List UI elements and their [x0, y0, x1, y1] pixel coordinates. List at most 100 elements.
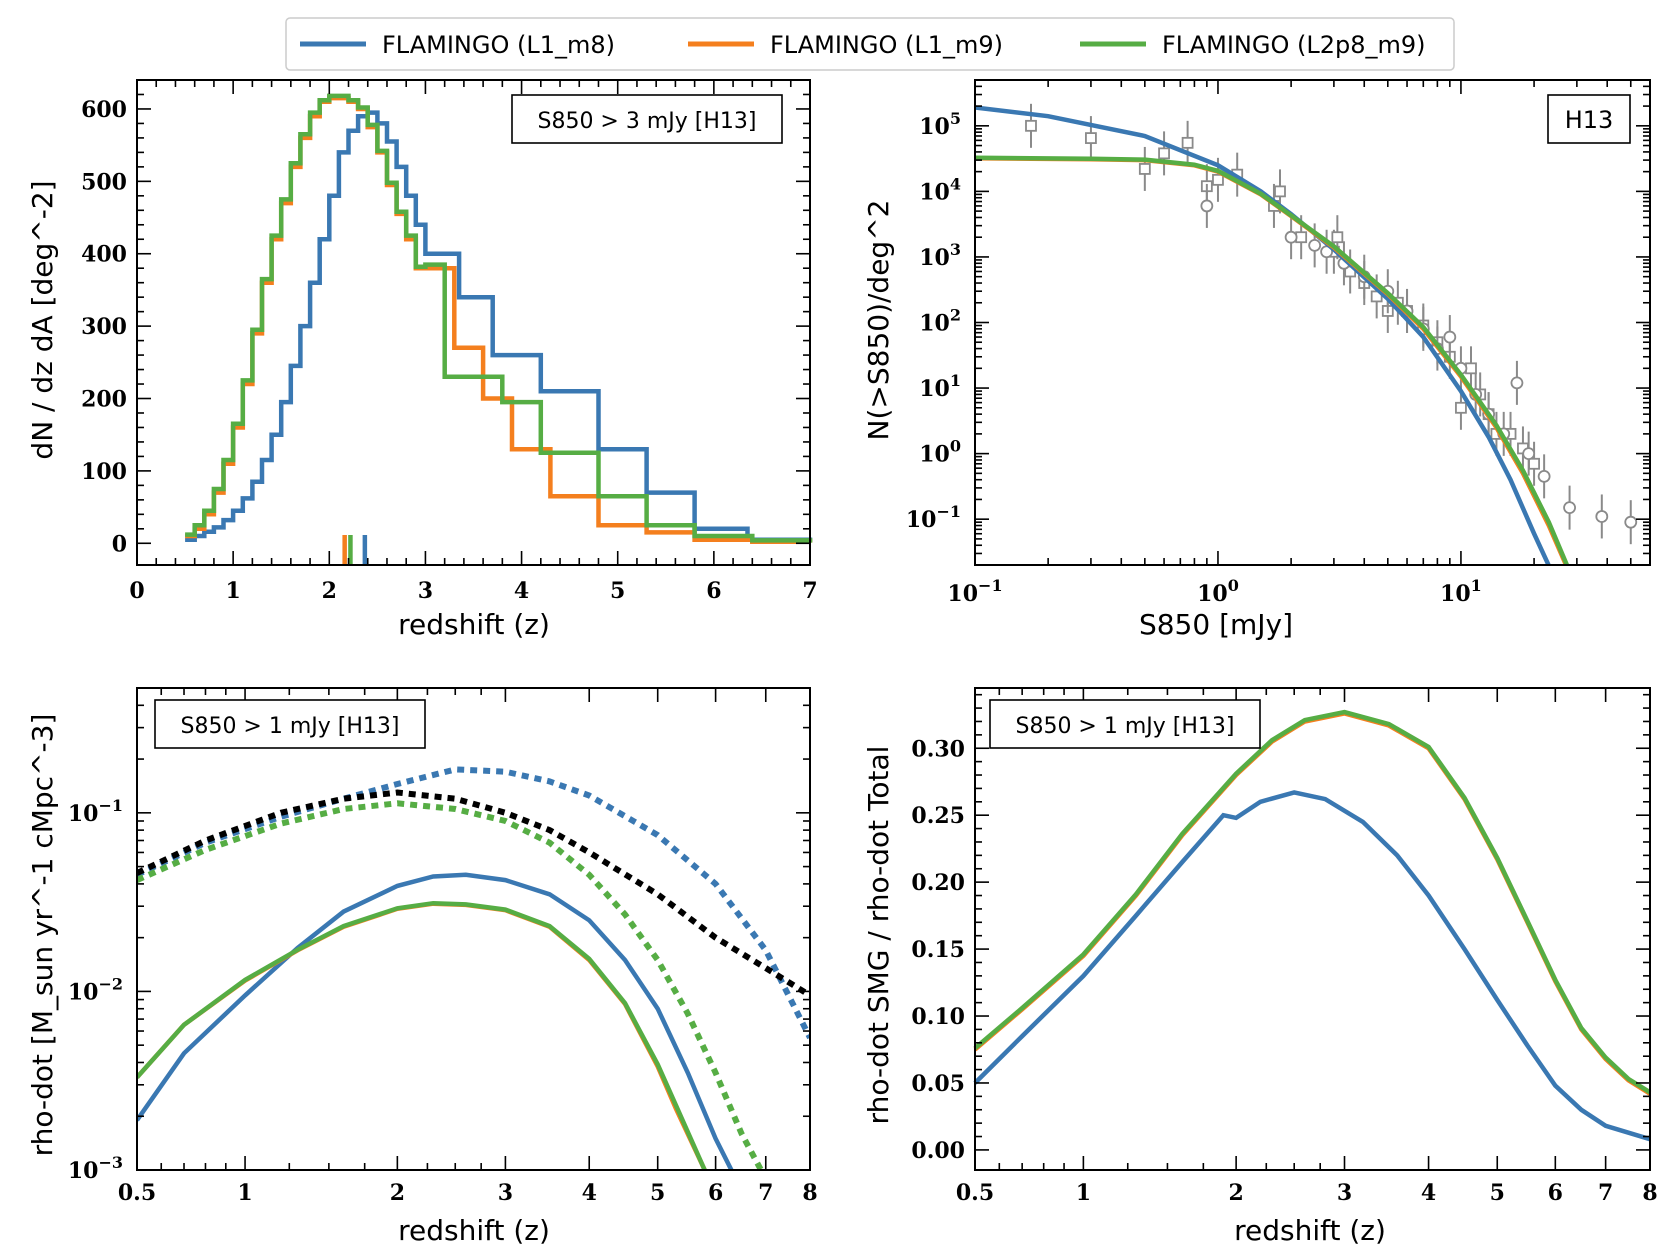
panel-b-axes: 10−1 100 101 10−1 100 101 102 103 104 105 [906, 79, 1651, 607]
panel-b-obs-square [1158, 147, 1170, 160]
panel-d-xlabel: redshift (z) [1234, 1214, 1386, 1247]
panel-a-plot-area [185, 93, 813, 565]
panel-a-ytick-label: 0 [112, 531, 127, 557]
panel-b-obs-square [1085, 132, 1097, 144]
panel-a-ylabel: dN / dz dA [deg^-2] [26, 180, 59, 459]
legend-label-l2p8m9: FLAMINGO (L2p8_m9) [1162, 31, 1426, 59]
panel-d-xtick-label: 2 [1228, 1180, 1243, 1206]
panel-a-xlabel: redshift (z) [398, 608, 550, 641]
panel-b-ytick-label: 105 [919, 109, 961, 140]
panel-a-annotation-text: S850 > 3 mJy [H13] [537, 109, 756, 134]
panel-b-obs-circle [1563, 501, 1576, 515]
panel-d-ytick-label: 0.20 [911, 870, 965, 896]
panel-b-obs-square [1528, 457, 1540, 470]
panel-d-ytick-label: 0.05 [911, 1071, 965, 1097]
panel-b: 10−1 100 101 10−1 100 101 102 103 104 105 H13 S85… [862, 79, 1651, 641]
panel-c-ytick-label: 10−3 [68, 1153, 123, 1184]
panel-b-obs-square [1465, 362, 1477, 375]
panel-d-ytick-label: 0.00 [911, 1138, 965, 1164]
panel-c-frame [136, 687, 811, 1171]
panel-a-series-0 [185, 110, 813, 542]
panel-a-ytick-label: 300 [81, 314, 127, 340]
panel-a-axes: 0 1 2 3 4 5 6 7 0 100 200 300 400 500 600 [81, 79, 818, 604]
panel-d-ytick-label: 0.30 [911, 736, 965, 762]
panel-b-obs-circle [1308, 238, 1322, 252]
panel-c-axes: 0.5 1 2 3 4 5 6 7 8 10−3 10−2 10−1 [68, 687, 818, 1206]
panel-c-series-2 [137, 900, 707, 1170]
panel-c-series-5 [137, 789, 810, 998]
panel-a-annotation: S850 > 3 mJy [H13] [511, 94, 783, 144]
panel-b-clipped [975, 103, 1638, 565]
panel-b-obs-square [1274, 185, 1286, 198]
legend-label-l1m8: FLAMINGO (L1_m8) [382, 31, 615, 59]
panel-b-obs-square [1295, 231, 1308, 244]
panel-b-annotation-text: H13 [1565, 106, 1614, 134]
panel-b-annotation: H13 [1547, 94, 1631, 144]
panel-b-xtick-label: 101 [1440, 576, 1482, 607]
panel-c-xtick-label: 4 [582, 1180, 597, 1206]
panel-b-obs-square [1181, 136, 1194, 149]
panel-b-xlabel: S850 [mJy] [1139, 608, 1293, 641]
panel-b-ytick-label: 102 [919, 306, 961, 337]
panel-d-ytick-label: 0.15 [911, 937, 965, 963]
panel-d-series-1 [973, 711, 1652, 1096]
panel-b-ytick-label: 100 [919, 437, 961, 468]
panel-c-xtick-label: 2 [390, 1180, 405, 1206]
panel-d-xtick-label: 6 [1548, 1180, 1563, 1206]
panel-b-obs-circle [1200, 199, 1214, 213]
panel-b-obs-circle [1595, 510, 1609, 523]
panel-d-ytick-label: 0.25 [911, 803, 965, 829]
panel-b-obs-circle [1443, 330, 1457, 344]
panel-b-ylabel: N(>S850)/deg^2 [862, 200, 895, 441]
panel-b-obs-circle [1522, 447, 1536, 461]
panel-a-xtick-label: 3 [418, 578, 433, 604]
panel-c-plot-area [137, 766, 810, 1170]
panel-b-obs-square [1025, 119, 1037, 132]
panel-b-series-2 [975, 155, 1570, 565]
panel-b-xtick-label: 100 [1197, 576, 1239, 607]
panel-b-ytick-label: 104 [919, 174, 961, 205]
legend-label-l1m9: FLAMINGO (L1_m9) [770, 31, 1003, 59]
panel-b-ytick-label: 101 [919, 371, 961, 402]
panel-b-obs-square [1331, 231, 1344, 244]
panel-a-xtick-label: 7 [802, 578, 817, 604]
panel-a-series-1 [185, 95, 813, 545]
panel-b-xtick-label: 10−1 [947, 576, 1002, 607]
panel-a-ytick-label: 600 [81, 97, 127, 123]
panel-d-ylabel: rho-dot SMG / rho-dot Total [862, 746, 895, 1125]
panel-b-series-1 [975, 156, 1569, 565]
panel-a-ytick-label: 500 [81, 169, 127, 195]
panel-c-series-1 [137, 901, 707, 1170]
panel-b-obs-square [1212, 173, 1224, 186]
panel-b-obs-circle [1284, 230, 1298, 244]
panel-a-ytick-label: 100 [81, 459, 127, 485]
panel-c-xtick-label: 6 [708, 1180, 723, 1206]
panel-b-plot-area [975, 103, 1638, 565]
panel-a-xtick-label: 5 [610, 578, 625, 604]
panel-d-xtick-label: 3 [1337, 1180, 1352, 1206]
panel-c-annotation-text: S850 > 1 mJy [H13] [180, 714, 399, 739]
panel-a-xtick-label: 0 [129, 578, 144, 604]
panel-d: 0.5 1 2 3 4 5 6 7 80.000.050.100.150.200.250.30 … [862, 687, 1658, 1247]
panel-a-ytick-label: 200 [81, 387, 127, 413]
panel-d-frame [974, 687, 1651, 1171]
panel-d-xtick-label: 1 [1076, 1180, 1091, 1206]
panel-c-annotation: S850 > 1 mJy [H13] [154, 699, 426, 749]
panel-a-series-2 [185, 93, 813, 543]
panel-d-xtick-label: 7 [1598, 1180, 1613, 1206]
legend: FLAMINGO (L1_m8) FLAMINGO (L1_m9) FLAMIN… [285, 17, 1455, 71]
panel-d-annotation-text: S850 > 1 mJy [H13] [1015, 714, 1234, 739]
panel-c-xtick-label: 1 [237, 1180, 252, 1206]
panel-c-clipped [137, 766, 810, 1170]
panel-a-xtick-label: 2 [322, 578, 337, 604]
panel-b-obs-square [1138, 163, 1151, 175]
panel-b-series-0 [975, 105, 1551, 565]
panel-c-ylabel: rho-dot [M_sun yr^-1 cMpc^-3] [26, 714, 59, 1157]
panel-b-obs-circle [1624, 515, 1638, 529]
panel-c-xtick-label: 8 [802, 1180, 817, 1206]
panel-d-xtick-label: 4 [1421, 1180, 1436, 1206]
panel-d-axes: 0.5 1 2 3 4 5 6 7 8 0.00 0.05 0.10 0.15 0.20 0.25 0.30 [911, 687, 1658, 1206]
panel-d-ytick-label: 0.10 [911, 1004, 965, 1030]
panel-b-obs-circle [1537, 469, 1551, 483]
panel-a-xtick-label: 1 [225, 578, 240, 604]
